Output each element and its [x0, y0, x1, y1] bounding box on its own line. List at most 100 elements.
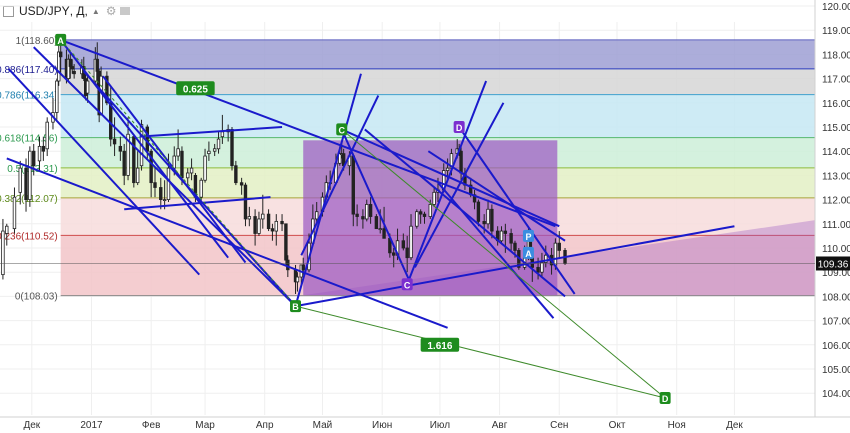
projection-line[interactable] [60, 39, 296, 307]
price-tick-label: 120.00 [822, 2, 850, 13]
pattern-point-label: P [525, 232, 531, 242]
candle-body [486, 208, 490, 225]
candle-body [338, 153, 342, 164]
channel-line[interactable] [6, 157, 448, 329]
candle-body [68, 58, 72, 67]
ratio-label: 0.625 [183, 84, 208, 95]
pattern-point-marker[interactable] [290, 300, 302, 313]
trend-lines[interactable] [6, 38, 735, 399]
chart-header: USD/JPY, Д, ▲ ⚙ [0, 0, 130, 22]
price-tick-label: 115.00 [822, 123, 850, 134]
fib-level-label: 0.236(110.52) [0, 231, 58, 242]
candle-body [365, 204, 369, 220]
channel-line[interactable] [427, 150, 566, 242]
candle-body [314, 211, 319, 220]
channel-line[interactable] [124, 196, 271, 211]
candle-body [428, 204, 432, 217]
candle-body [301, 264, 305, 271]
time-tick-label: Июн [372, 420, 392, 431]
candle-body [186, 172, 190, 179]
channel-line[interactable] [60, 38, 556, 228]
candle-body [112, 138, 117, 145]
candle-body [126, 133, 130, 176]
price-tick-label: 110.00 [822, 244, 850, 255]
candle-body [5, 225, 9, 234]
price-tick-label: 118.00 [822, 50, 850, 61]
candle-body [503, 230, 508, 234]
candle-body [247, 216, 252, 220]
candle-body [230, 129, 234, 167]
channel-line[interactable] [294, 73, 362, 307]
channel-line[interactable] [139, 126, 283, 138]
channel-line[interactable] [300, 95, 380, 256]
pattern-point-label: C [404, 280, 411, 290]
candle-body [405, 247, 409, 259]
candle-body [118, 145, 123, 152]
pattern-point-marker[interactable] [453, 121, 465, 133]
ratio-label-box [176, 81, 215, 96]
price-tick-label: 112.00 [822, 196, 850, 207]
channel-line[interactable] [458, 126, 576, 295]
pattern-point-label: D [662, 394, 669, 404]
candle-body [295, 276, 300, 283]
candle-body [422, 213, 427, 217]
candle-body [18, 167, 22, 193]
fib-band [60, 39, 816, 69]
settings-gear-icon[interactable]: ⚙ [105, 4, 117, 18]
pattern-point-marker[interactable] [336, 123, 348, 136]
interval-label[interactable]: Д [76, 4, 85, 18]
candle-body [70, 66, 74, 70]
price-tick-label: 106.00 [822, 341, 850, 352]
candle-body [153, 182, 157, 188]
channel-line[interactable] [7, 68, 201, 276]
candle-body [243, 184, 248, 220]
header-separator: , [69, 4, 77, 18]
time-tick-label: Июл [430, 420, 450, 431]
channel-line[interactable] [341, 128, 560, 228]
projection-line[interactable] [295, 305, 666, 399]
channel-line[interactable] [406, 80, 488, 285]
price-tick-label: 114.00 [822, 147, 850, 158]
candle-body [490, 208, 494, 232]
price-tick-label: 107.00 [822, 317, 850, 328]
candle-body [378, 228, 382, 231]
channel-line[interactable] [413, 102, 505, 268]
candle-body [159, 187, 163, 200]
pattern-point-marker[interactable] [55, 33, 67, 46]
pattern-point-marker[interactable] [522, 229, 534, 242]
candle-body [57, 51, 61, 82]
candle-body [557, 242, 561, 251]
pattern-point-marker[interactable] [401, 278, 413, 291]
candle-body [172, 155, 176, 169]
pattern-point-label: C [338, 125, 345, 135]
candle-body [166, 167, 171, 200]
chevron-up-icon[interactable]: ▲ [91, 6, 100, 16]
candle-body [257, 218, 261, 234]
price-tick-label: 111.00 [822, 220, 850, 231]
candle-body [207, 150, 211, 155]
fib-level-label: 0.618(114.56) [0, 134, 58, 145]
candle-body [374, 216, 379, 230]
candle-body [513, 242, 517, 251]
channel-line[interactable] [340, 129, 412, 285]
candle-body [355, 213, 359, 217]
channel-line[interactable] [102, 75, 247, 264]
eye-icon[interactable] [119, 7, 130, 15]
candle-body [99, 75, 103, 116]
candle-body [476, 201, 481, 222]
candle-body [135, 167, 140, 184]
purple-triangle [303, 220, 815, 296]
time-tick-label: Сен [550, 420, 568, 431]
pattern-point-label: A [525, 249, 532, 259]
time-tick-label: Апр [256, 420, 274, 431]
pattern-point-marker[interactable] [522, 246, 534, 259]
time-axis-bg [0, 417, 850, 433]
symbol-label[interactable]: USD/JPY [19, 4, 70, 18]
channel-line[interactable] [59, 39, 229, 259]
fib-level-label: 0.786(116.34) [0, 91, 58, 102]
pattern-point-marker[interactable] [659, 392, 671, 405]
channel-line[interactable] [437, 182, 555, 319]
channel-line[interactable] [295, 225, 735, 308]
